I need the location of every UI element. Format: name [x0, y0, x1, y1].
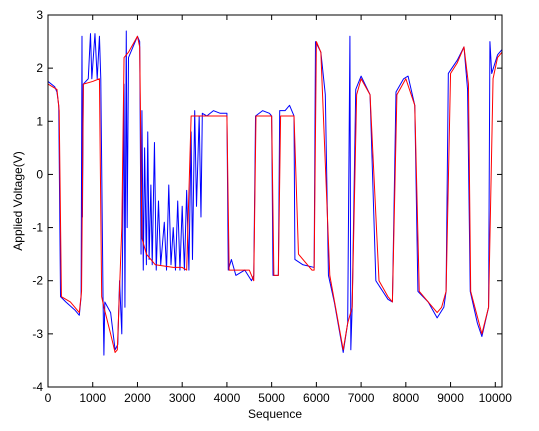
data-line	[48, 30, 502, 356]
x-tick-label: 2000	[124, 391, 151, 405]
plot-frame	[47, 14, 503, 388]
y-tick-label: 3	[36, 8, 43, 22]
x-tick-label: 0	[45, 391, 52, 405]
x-tick-label: 5000	[258, 391, 285, 405]
y-tick-label: -2	[32, 274, 43, 288]
x-axis-label: Sequence	[248, 407, 302, 421]
x-tick-label: 3000	[169, 391, 196, 405]
x-tick-label: 8000	[392, 391, 419, 405]
y-tick-label: -4	[32, 380, 43, 394]
x-tick-label: 7000	[348, 391, 375, 405]
x-tick-label: 6000	[303, 391, 330, 405]
y-tick-label: 2	[36, 61, 43, 75]
y-axis-label: Applied Voltage(V)	[11, 151, 25, 250]
x-tick-label: 4000	[214, 391, 241, 405]
data-line	[48, 35, 502, 353]
x-tick-label: 9000	[437, 391, 464, 405]
y-tick-label: -3	[32, 327, 43, 341]
y-tick-label: 1	[36, 114, 43, 128]
x-tick-label: 10000	[479, 391, 513, 405]
x-tick-label: 1000	[79, 391, 106, 405]
y-tick-label: -1	[32, 221, 43, 235]
y-tick-label: 0	[36, 167, 43, 181]
